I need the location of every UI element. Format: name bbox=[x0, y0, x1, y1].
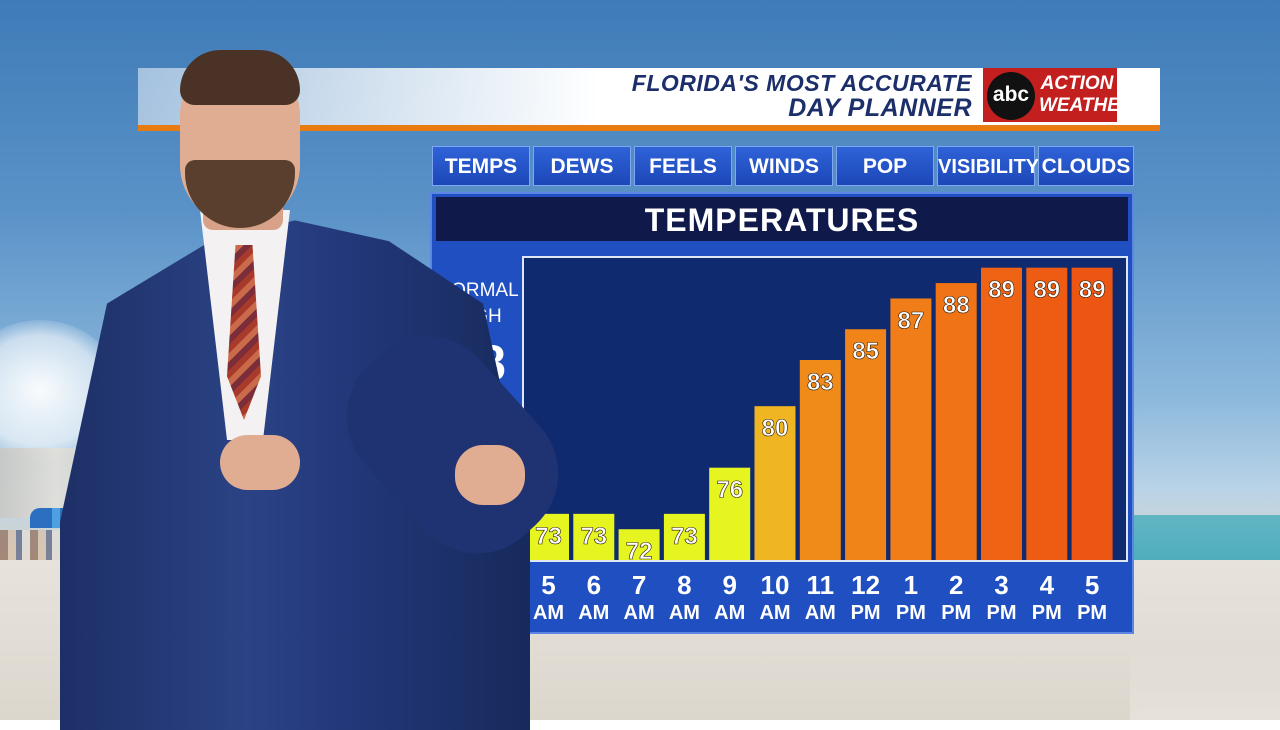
bar-value-label: 76 bbox=[716, 477, 743, 504]
bar-value-label: 87 bbox=[898, 307, 925, 334]
bar-9-am bbox=[709, 467, 751, 560]
x-tick-period: PM bbox=[896, 602, 926, 624]
bar-value-label: 83 bbox=[807, 369, 834, 396]
header-line-1: FLORIDA'S MOST ACCURATE bbox=[631, 70, 972, 96]
bar-value-label: 88 bbox=[943, 292, 970, 319]
x-tick-period: PM bbox=[1032, 602, 1062, 624]
logo-line-1: ACTION bbox=[1040, 73, 1114, 94]
presenter bbox=[55, 50, 588, 730]
bar-value-label: 89 bbox=[1079, 277, 1106, 304]
x-tick-period: AM bbox=[759, 602, 790, 624]
bar-4-pm bbox=[1026, 267, 1068, 560]
abc-logo: abc bbox=[987, 72, 1035, 120]
x-tick-period: AM bbox=[578, 602, 609, 624]
bar-6-am bbox=[573, 513, 615, 560]
x-tick-hour: 1 bbox=[904, 570, 918, 600]
bar-1-pm bbox=[890, 298, 932, 560]
tab-temps[interactable]: TEMPS bbox=[432, 146, 530, 186]
tab-dews[interactable]: DEWS bbox=[533, 146, 631, 186]
x-tick-hour: 9 bbox=[722, 570, 736, 600]
station-logo: abc ACTION WEATHER bbox=[983, 68, 1134, 122]
tab-bar: TEMPS DEWS FEELS WINDS POP VISIBILITY CL… bbox=[432, 146, 1134, 188]
x-tick-hour: 4 bbox=[1040, 570, 1055, 600]
shore bbox=[1130, 640, 1280, 720]
header-line-2: DAY PLANNER bbox=[788, 94, 972, 122]
bar-3-pm bbox=[981, 267, 1022, 560]
x-tick-period: PM bbox=[987, 602, 1017, 624]
tab-pop[interactable]: POP bbox=[836, 146, 934, 186]
x-tick-period: PM bbox=[1077, 602, 1107, 624]
bar-12-pm bbox=[845, 329, 887, 560]
x-tick-hour: 12 bbox=[851, 570, 880, 600]
x-tick-period: AM bbox=[669, 602, 700, 624]
x-tick-hour: 3 bbox=[994, 570, 1008, 600]
presenter-hair bbox=[180, 50, 300, 105]
logo-line-2: WEATHER bbox=[1039, 95, 1134, 116]
bar-value-label: 73 bbox=[535, 523, 562, 550]
tab-clouds[interactable]: CLOUDS bbox=[1038, 146, 1134, 186]
x-tick-period: AM bbox=[714, 602, 745, 624]
panel-title: TEMPERATURES bbox=[436, 197, 1128, 241]
tab-winds[interactable]: WINDS bbox=[735, 146, 833, 186]
presenter-hand-pointing bbox=[455, 445, 525, 505]
bar-11-am bbox=[799, 360, 841, 560]
x-tick-hour: 2 bbox=[949, 570, 963, 600]
tab-visibility[interactable]: VISIBILITY bbox=[937, 146, 1039, 186]
bar-value-label: 80 bbox=[762, 415, 789, 442]
bar-value-label: 72 bbox=[626, 538, 653, 565]
x-tick-hour: 11 bbox=[807, 570, 835, 600]
x-tick-hour: 5 bbox=[541, 570, 555, 600]
x-tick-hour: 8 bbox=[677, 570, 691, 600]
temperature-bar-chart: 735AM736AM727AM738AM769AM8010AM8311AM851… bbox=[528, 267, 1113, 624]
x-tick-period: PM bbox=[851, 602, 881, 624]
bar-10-am bbox=[754, 406, 796, 560]
bar-8-am bbox=[663, 513, 705, 560]
bar-value-label: 73 bbox=[671, 523, 698, 550]
bar-value-label: 89 bbox=[1033, 277, 1060, 304]
bar-value-label: 89 bbox=[988, 277, 1015, 304]
x-tick-hour: 6 bbox=[587, 570, 601, 600]
bar-value-label: 85 bbox=[852, 338, 879, 365]
x-tick-hour: 5 bbox=[1085, 570, 1099, 600]
bar-value-label: 73 bbox=[580, 523, 607, 550]
bar-7-am bbox=[618, 529, 660, 560]
bar-5-pm bbox=[1071, 267, 1113, 560]
x-tick-period: AM bbox=[805, 602, 836, 624]
presenter-hand-clicker bbox=[220, 435, 300, 490]
x-tick-period: PM bbox=[941, 602, 971, 624]
x-tick-hour: 7 bbox=[632, 570, 646, 600]
tab-feels[interactable]: FEELS bbox=[634, 146, 732, 186]
bar-2-pm bbox=[935, 283, 977, 560]
x-tick-period: AM bbox=[533, 602, 564, 624]
x-tick-hour: 10 bbox=[761, 570, 790, 600]
x-tick-period: AM bbox=[624, 602, 655, 624]
